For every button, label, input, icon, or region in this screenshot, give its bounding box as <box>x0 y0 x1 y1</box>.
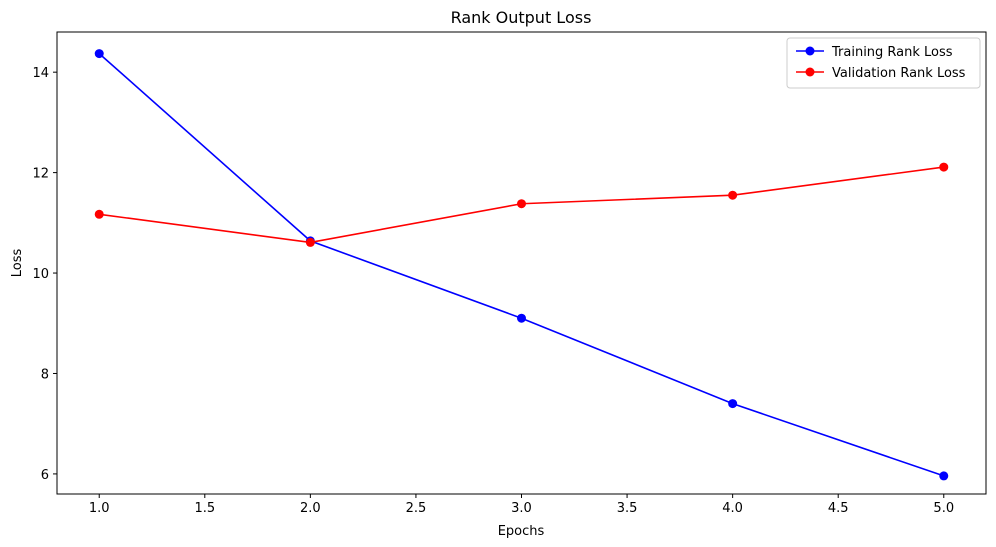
x-tick-label: 3.0 <box>511 501 532 516</box>
data-point <box>728 399 738 409</box>
x-axis-label: Epochs <box>498 524 545 539</box>
x-tick-label: 2.0 <box>300 501 321 516</box>
data-point <box>94 209 104 219</box>
data-point <box>939 162 949 172</box>
y-tick-label: 10 <box>32 267 49 282</box>
x-tick-label: 1.5 <box>194 501 215 516</box>
data-point <box>939 471 949 481</box>
series-training <box>94 49 949 481</box>
x-tick-label: 5.0 <box>933 501 954 516</box>
x-tick-label: 4.5 <box>828 501 849 516</box>
data-point <box>517 199 526 209</box>
y-tick-label: 8 <box>41 367 49 382</box>
y-tick-label: 12 <box>32 167 49 182</box>
series-line <box>98 52 945 477</box>
data-point <box>305 237 315 247</box>
x-axis: 1.0 1.5 2.0 2.5 3.0 3.5 4.0 4.5 5.0 <box>89 494 954 516</box>
x-tick-label: 4.0 <box>722 501 743 516</box>
y-axis: 6 8 10 12 14 <box>32 66 57 483</box>
y-tick-label: 6 <box>41 468 49 483</box>
data-point <box>728 190 738 200</box>
legend-label: Training Rank Loss <box>831 45 953 60</box>
data-point <box>517 313 526 323</box>
legend-items: Training Rank Loss Validation Rank Loss <box>796 45 966 81</box>
plot-frame <box>56 31 987 495</box>
series-layer <box>94 49 949 481</box>
x-tick-label: 3.5 <box>617 501 638 516</box>
y-tick-label: 14 <box>32 66 49 81</box>
chart-title: Rank Output Loss <box>451 8 592 27</box>
y-axis-label: Loss <box>10 249 25 278</box>
data-point <box>94 49 104 59</box>
plot-area <box>56 31 987 495</box>
x-tick-label: 1.0 <box>89 501 110 516</box>
legend: Training Rank Loss Validation Rank Loss <box>786 37 981 89</box>
legend-box <box>786 37 981 89</box>
legend-marker <box>805 46 815 56</box>
x-tick-label: 2.5 <box>406 501 427 516</box>
legend-label: Validation Rank Loss <box>832 66 966 81</box>
legend-marker <box>805 67 815 77</box>
series-validation <box>94 162 949 247</box>
